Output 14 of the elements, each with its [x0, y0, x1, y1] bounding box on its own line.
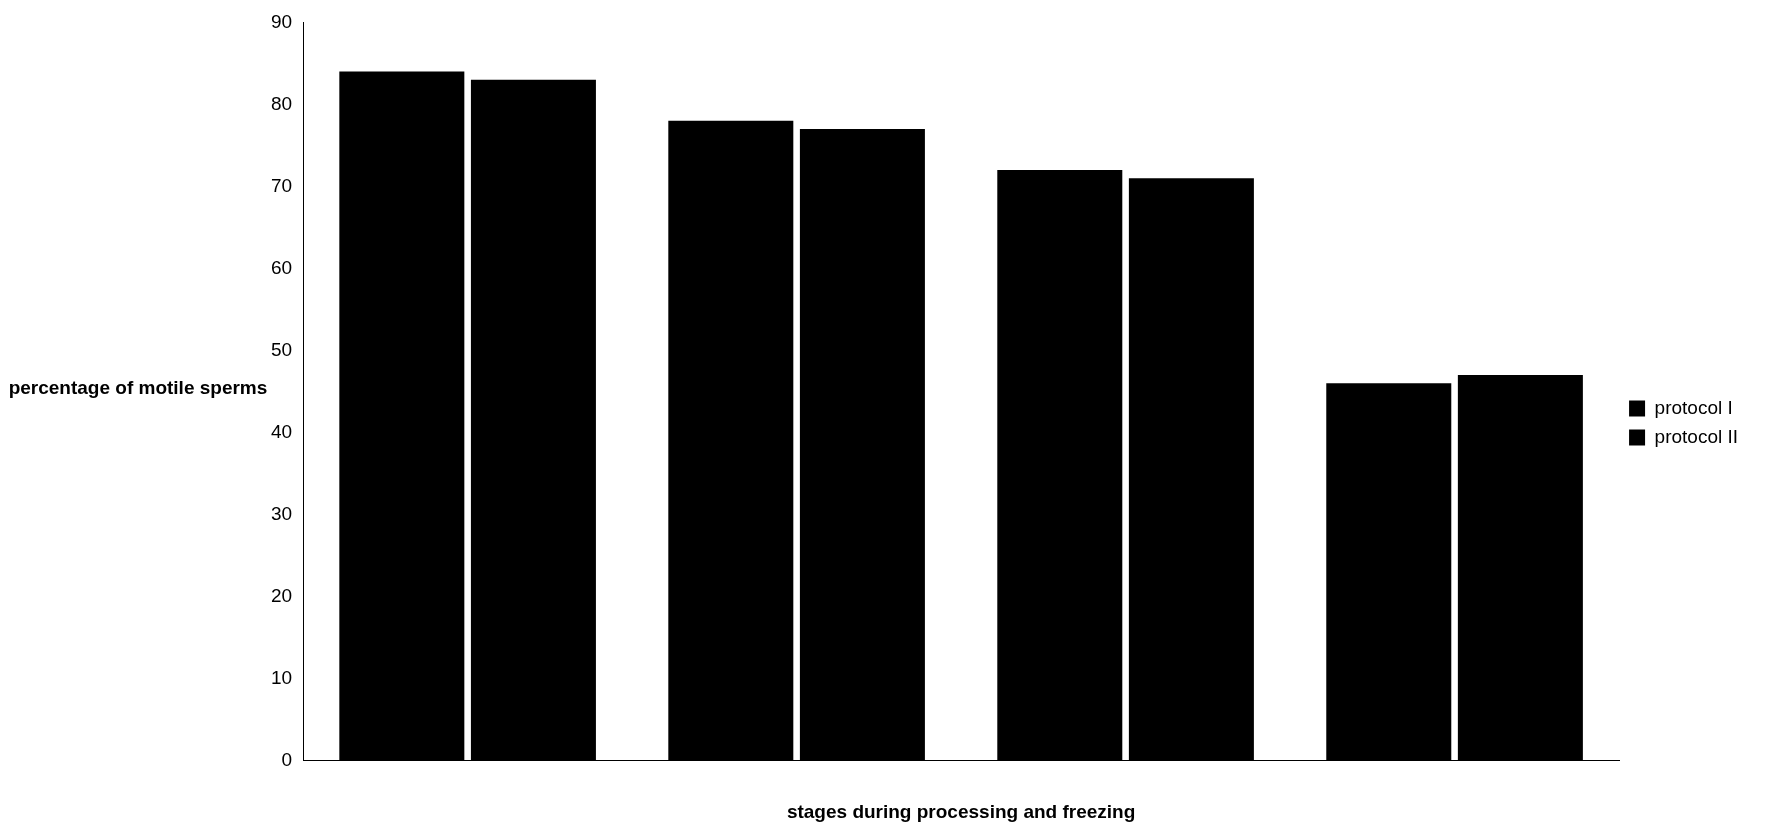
y-tick-label: 30: [270, 502, 293, 524]
y-tick-label: 50: [270, 338, 293, 360]
y-axis-title: percentage of motile sperms: [8, 377, 268, 400]
x-axis-title: stages during processing and freezing: [786, 800, 1136, 822]
y-tick-label: 90: [270, 10, 293, 32]
y-tick-label: 20: [270, 584, 293, 606]
y-tick-label: 0: [281, 748, 293, 770]
y-tick-label: 40: [270, 420, 293, 442]
legend-label: protocol I: [1654, 396, 1733, 418]
y-tick-label: 70: [270, 174, 293, 196]
legend-label: protocol II: [1654, 425, 1739, 447]
y-tick-label: 80: [270, 92, 293, 114]
y-tick-label: 10: [270, 666, 293, 688]
y-tick-label: 60: [270, 256, 293, 278]
